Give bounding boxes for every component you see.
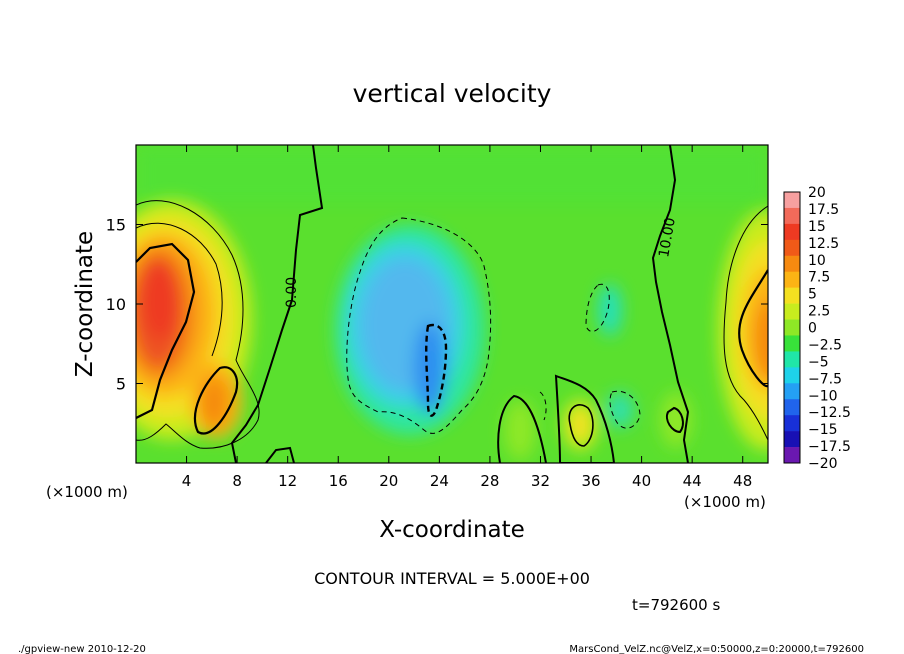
contour-interval: CONTOUR INTERVAL = 5.000E+00 [314,569,590,588]
contour-negative-10 [425,323,448,417]
colorbar-label: 20 [808,185,826,201]
colorbar-label: −5 [808,354,829,370]
colorbar-label: −20 [808,456,838,472]
contour-labels: 0.00 10.00 [284,216,679,308]
y-tick-label: 5 [116,375,126,394]
x-tick-label: 12 [278,472,297,490]
y-tick-label: 15 [106,216,126,235]
contour-right-10 [738,269,768,388]
x-axis: 4 8 12 16 20 24 28 32 36 40 44 48 [182,145,752,490]
footer-left: ./gpview-new 2010-12-20 [18,644,146,654]
colorbar-swatch [784,255,800,273]
contour-negative-5 [346,217,492,434]
contour-right-5 [723,205,768,441]
chart-title: vertical velocity [353,79,552,108]
x-axis-label: X-coordinate [379,517,525,543]
x-tick-label: 16 [329,472,348,490]
plot-area: 0.00 10.00 [136,145,768,463]
contour-label-ten: 10.00 [656,216,679,258]
colorbar-swatch [784,303,800,320]
colorbar-label: −7.5 [808,371,842,387]
colorbar-swatch [784,271,800,288]
colorbar-swatch [784,415,800,432]
colorbar-swatch [784,207,800,225]
colorbar-swatch [784,367,800,384]
x-tick-label: 44 [683,472,702,490]
x-tick-label: 24 [430,472,449,490]
colorbar-label: −17.5 [808,439,851,455]
colorbar-swatch [784,447,800,464]
colorbar-label: 0 [808,321,817,337]
colorbar-swatch [784,399,800,416]
x-unit-right: (×1000 m) [684,493,766,511]
x-unit-left: (×1000 m) [46,483,128,501]
contour-zero-right [651,145,690,463]
colorbar-swatch [784,383,800,400]
colorbar-label: 12.5 [808,236,839,252]
x-tick-label: 28 [480,472,499,490]
x-tick-label: 48 [733,472,752,490]
colorbar-swatch [784,239,800,257]
x-tick-label: 8 [232,472,242,490]
colorbar-swatch [784,223,800,241]
colorbar-label: 5 [808,287,817,303]
colorbar-label: −12.5 [808,405,851,421]
colorbar-swatch [784,351,800,368]
x-tick-label: 20 [379,472,398,490]
colorbar-swatch [784,287,800,304]
colorbar-label: 2.5 [808,304,830,320]
y-axis-label: Z-coordinate [72,231,98,377]
downdraft-core [414,322,446,414]
x-tick-label: 32 [531,472,550,490]
x-tick-label: 36 [581,472,600,490]
contour-zero-left [230,145,324,463]
colorbar-frame [783,191,801,464]
colorbar-label: −15 [808,422,838,438]
contour-lines [136,145,768,463]
colorbar-label: 15 [808,219,826,235]
contour-left-5 [136,200,260,449]
time-stamp: t=792600 s [632,596,720,614]
colorbar-label: 10 [808,253,826,269]
colorbar-label: 17.5 [808,202,839,218]
colorbar-swatch [784,431,800,448]
x-tick-label: 40 [632,472,651,490]
contour-label-zero: 0.00 [284,277,300,308]
colorbar-label: 7.5 [808,270,830,286]
contour-left-10 [136,242,196,419]
colorbar-label: −10 [808,388,838,404]
colorbar: 2017.51512.5107.552.50−2.5−5−7.5−10−12.5… [783,185,851,472]
contour-center-5 [497,394,547,463]
y-axis: 5 10 15 [106,216,768,394]
x-tick-label: 4 [182,472,192,490]
colorbar-label: −2.5 [808,337,842,353]
colorbar-swatch [784,319,800,336]
colorbar-swatch [784,192,800,209]
footer-right: MarsCond_VelZ.nc@VelZ,x=0:50000,z=0:2000… [569,644,864,654]
colorbar-swatch [784,335,800,352]
y-tick-label: 10 [106,295,126,314]
